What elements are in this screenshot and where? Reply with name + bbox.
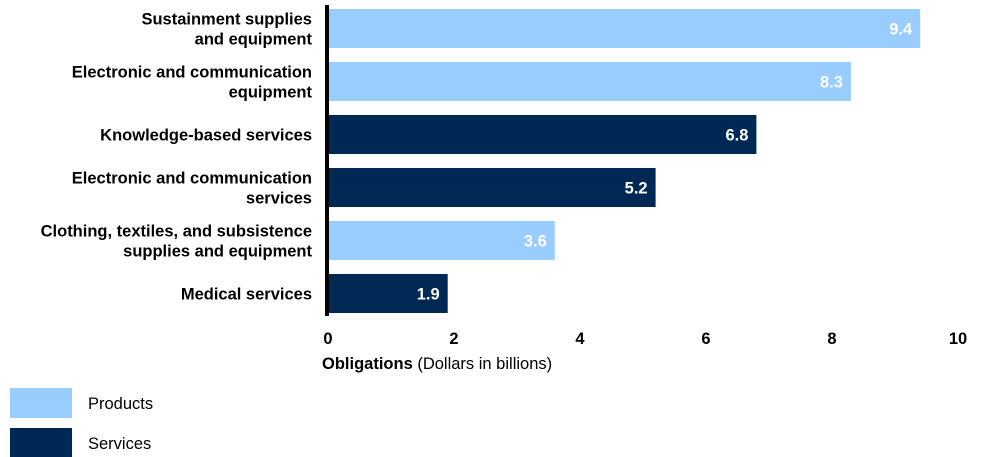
x-tick-label-2: 2 bbox=[449, 330, 458, 348]
bar-value-label-1: 9.4 bbox=[889, 21, 913, 39]
category-label-5-line-2: supplies and equipment bbox=[123, 243, 312, 261]
category-labels: Sustainment supplies and equipment Electro… bbox=[41, 11, 313, 304]
category-label-3-line-1: Knowledge-based services bbox=[100, 127, 312, 145]
x-tick-labels: 0 2 4 6 8 10 bbox=[323, 330, 967, 348]
category-label-1-line-1: Sustainment supplies bbox=[141, 11, 312, 29]
x-tick-label-1: 0 bbox=[323, 330, 332, 348]
category-label-2-line-1: Electronic and communication bbox=[72, 64, 312, 82]
bar-5 bbox=[328, 221, 555, 260]
x-axis-title: Obligations (Dollars in billions) bbox=[322, 355, 552, 373]
bar-2 bbox=[328, 62, 851, 101]
category-label-2-line-2: equipment bbox=[229, 84, 313, 102]
x-axis-title-rest: (Dollars in billions) bbox=[413, 355, 552, 373]
bar-6 bbox=[328, 274, 448, 313]
category-label-5-line-1: Clothing, textiles, and subsistence bbox=[41, 223, 312, 241]
bar-value-label-6: 1.9 bbox=[417, 286, 440, 304]
legend-label-products: Products bbox=[88, 395, 153, 413]
category-label-1-line-2: and equipment bbox=[195, 31, 313, 49]
legend-swatch-products bbox=[10, 388, 72, 418]
x-tick-label-6: 10 bbox=[949, 330, 967, 348]
bars-group: 9.4 8.3 6.8 5.2 3.6 1.9 bbox=[328, 9, 921, 313]
category-label-4-line-2: services bbox=[246, 190, 312, 208]
x-axis-title-bold: Obligations bbox=[322, 355, 413, 373]
bar-value-label-2: 8.3 bbox=[820, 74, 843, 92]
bar-value-label-4: 5.2 bbox=[625, 180, 648, 198]
bar-1 bbox=[328, 9, 921, 48]
category-label-4-line-1: Electronic and communication bbox=[72, 170, 312, 188]
bar-value-label-5: 3.6 bbox=[524, 233, 547, 251]
legend: Products Services bbox=[10, 388, 153, 457]
x-tick-label-5: 8 bbox=[827, 330, 836, 348]
bar-3 bbox=[328, 115, 757, 154]
category-label-6-line-1: Medical services bbox=[181, 286, 312, 304]
legend-label-services: Services bbox=[88, 435, 151, 453]
x-tick-label-3: 4 bbox=[575, 330, 585, 348]
x-tick-label-4: 6 bbox=[701, 330, 710, 348]
bar-value-label-3: 6.8 bbox=[725, 127, 748, 145]
legend-swatch-services bbox=[10, 428, 72, 457]
bar-4 bbox=[328, 168, 656, 207]
